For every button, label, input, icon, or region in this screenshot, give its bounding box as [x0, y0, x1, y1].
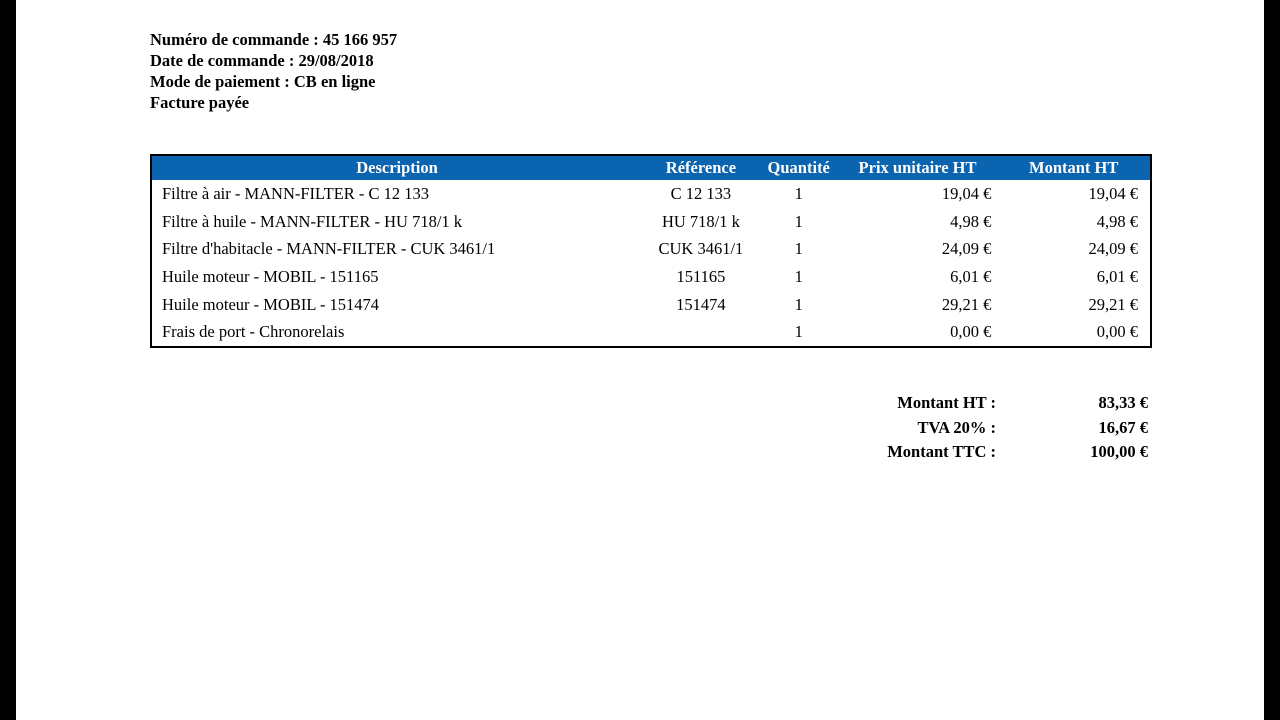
cell-unit-price: 29,21 €	[838, 291, 998, 319]
cell-reference	[642, 318, 760, 347]
cell-unit-price: 0,00 €	[838, 318, 998, 347]
cell-amount: 29,21 €	[997, 291, 1151, 319]
cell-unit-price: 6,01 €	[838, 263, 998, 291]
cell-description: Huile moteur - MOBIL - 151165	[151, 263, 642, 291]
cell-amount: 6,01 €	[997, 263, 1151, 291]
order-number: Numéro de commande : 45 166 957	[150, 29, 397, 50]
cell-unit-price: 4,98 €	[838, 208, 998, 236]
order-info: Numéro de commande : 45 166 957 Date de …	[150, 29, 397, 113]
cell-reference: 151474	[642, 291, 760, 319]
cell-reference: 151165	[642, 263, 760, 291]
header-quantity: Quantité	[760, 155, 838, 180]
cell-reference: CUK 3461/1	[642, 235, 760, 263]
cell-description: Filtre à huile - MANN-FILTER - HU 718/1 …	[151, 208, 642, 236]
cell-quantity: 1	[760, 291, 838, 319]
cell-amount: 19,04 €	[997, 180, 1151, 208]
table-row: Huile moteur - MOBIL - 151165 151165 1 6…	[151, 263, 1151, 291]
cell-quantity: 1	[760, 318, 838, 347]
cell-unit-price: 24,09 €	[838, 235, 998, 263]
cell-quantity: 1	[760, 208, 838, 236]
cell-reference: C 12 133	[642, 180, 760, 208]
cell-amount: 4,98 €	[997, 208, 1151, 236]
cell-description: Huile moteur - MOBIL - 151474	[151, 291, 642, 319]
cell-reference: HU 718/1 k	[642, 208, 760, 236]
tva-row: TVA 20% : 16,67 €	[816, 416, 1148, 441]
total-ttc-label: Montant TTC :	[816, 442, 996, 462]
invoice-page: Numéro de commande : 45 166 957 Date de …	[16, 0, 1264, 720]
table-row: Filtre d'habitacle - MANN-FILTER - CUK 3…	[151, 235, 1151, 263]
total-ht-value: 83,33 €	[996, 393, 1148, 413]
total-ttc-row: Montant TTC : 100,00 €	[816, 440, 1148, 465]
header-amount: Montant HT	[997, 155, 1151, 180]
table-header-row: Description Référence Quantité Prix unit…	[151, 155, 1151, 180]
total-ttc-value: 100,00 €	[996, 442, 1148, 462]
cell-description: Filtre à air - MANN-FILTER - C 12 133	[151, 180, 642, 208]
header-description: Description	[151, 155, 642, 180]
tva-label: TVA 20% :	[816, 418, 996, 438]
header-reference: Référence	[642, 155, 760, 180]
totals-block: Montant HT : 83,33 € TVA 20% : 16,67 € M…	[816, 391, 1148, 465]
total-ht-label: Montant HT :	[816, 393, 996, 413]
cell-unit-price: 19,04 €	[838, 180, 998, 208]
table-row: Filtre à huile - MANN-FILTER - HU 718/1 …	[151, 208, 1151, 236]
table-row: Frais de port - Chronorelais 1 0,00 € 0,…	[151, 318, 1151, 347]
cell-description: Frais de port - Chronorelais	[151, 318, 642, 347]
tva-value: 16,67 €	[996, 418, 1148, 438]
cell-description: Filtre d'habitacle - MANN-FILTER - CUK 3…	[151, 235, 642, 263]
cell-amount: 24,09 €	[997, 235, 1151, 263]
cell-quantity: 1	[760, 263, 838, 291]
table-row: Filtre à air - MANN-FILTER - C 12 133 C …	[151, 180, 1151, 208]
cell-quantity: 1	[760, 180, 838, 208]
header-unit-price: Prix unitaire HT	[838, 155, 998, 180]
cell-quantity: 1	[760, 235, 838, 263]
order-date: Date de commande : 29/08/2018	[150, 50, 397, 71]
table-row: Huile moteur - MOBIL - 151474 151474 1 2…	[151, 291, 1151, 319]
total-ht-row: Montant HT : 83,33 €	[816, 391, 1148, 416]
payment-method: Mode de paiement : CB en ligne	[150, 71, 397, 92]
invoice-status: Facture payée	[150, 92, 397, 113]
items-table: Description Référence Quantité Prix unit…	[150, 154, 1152, 348]
cell-amount: 0,00 €	[997, 318, 1151, 347]
